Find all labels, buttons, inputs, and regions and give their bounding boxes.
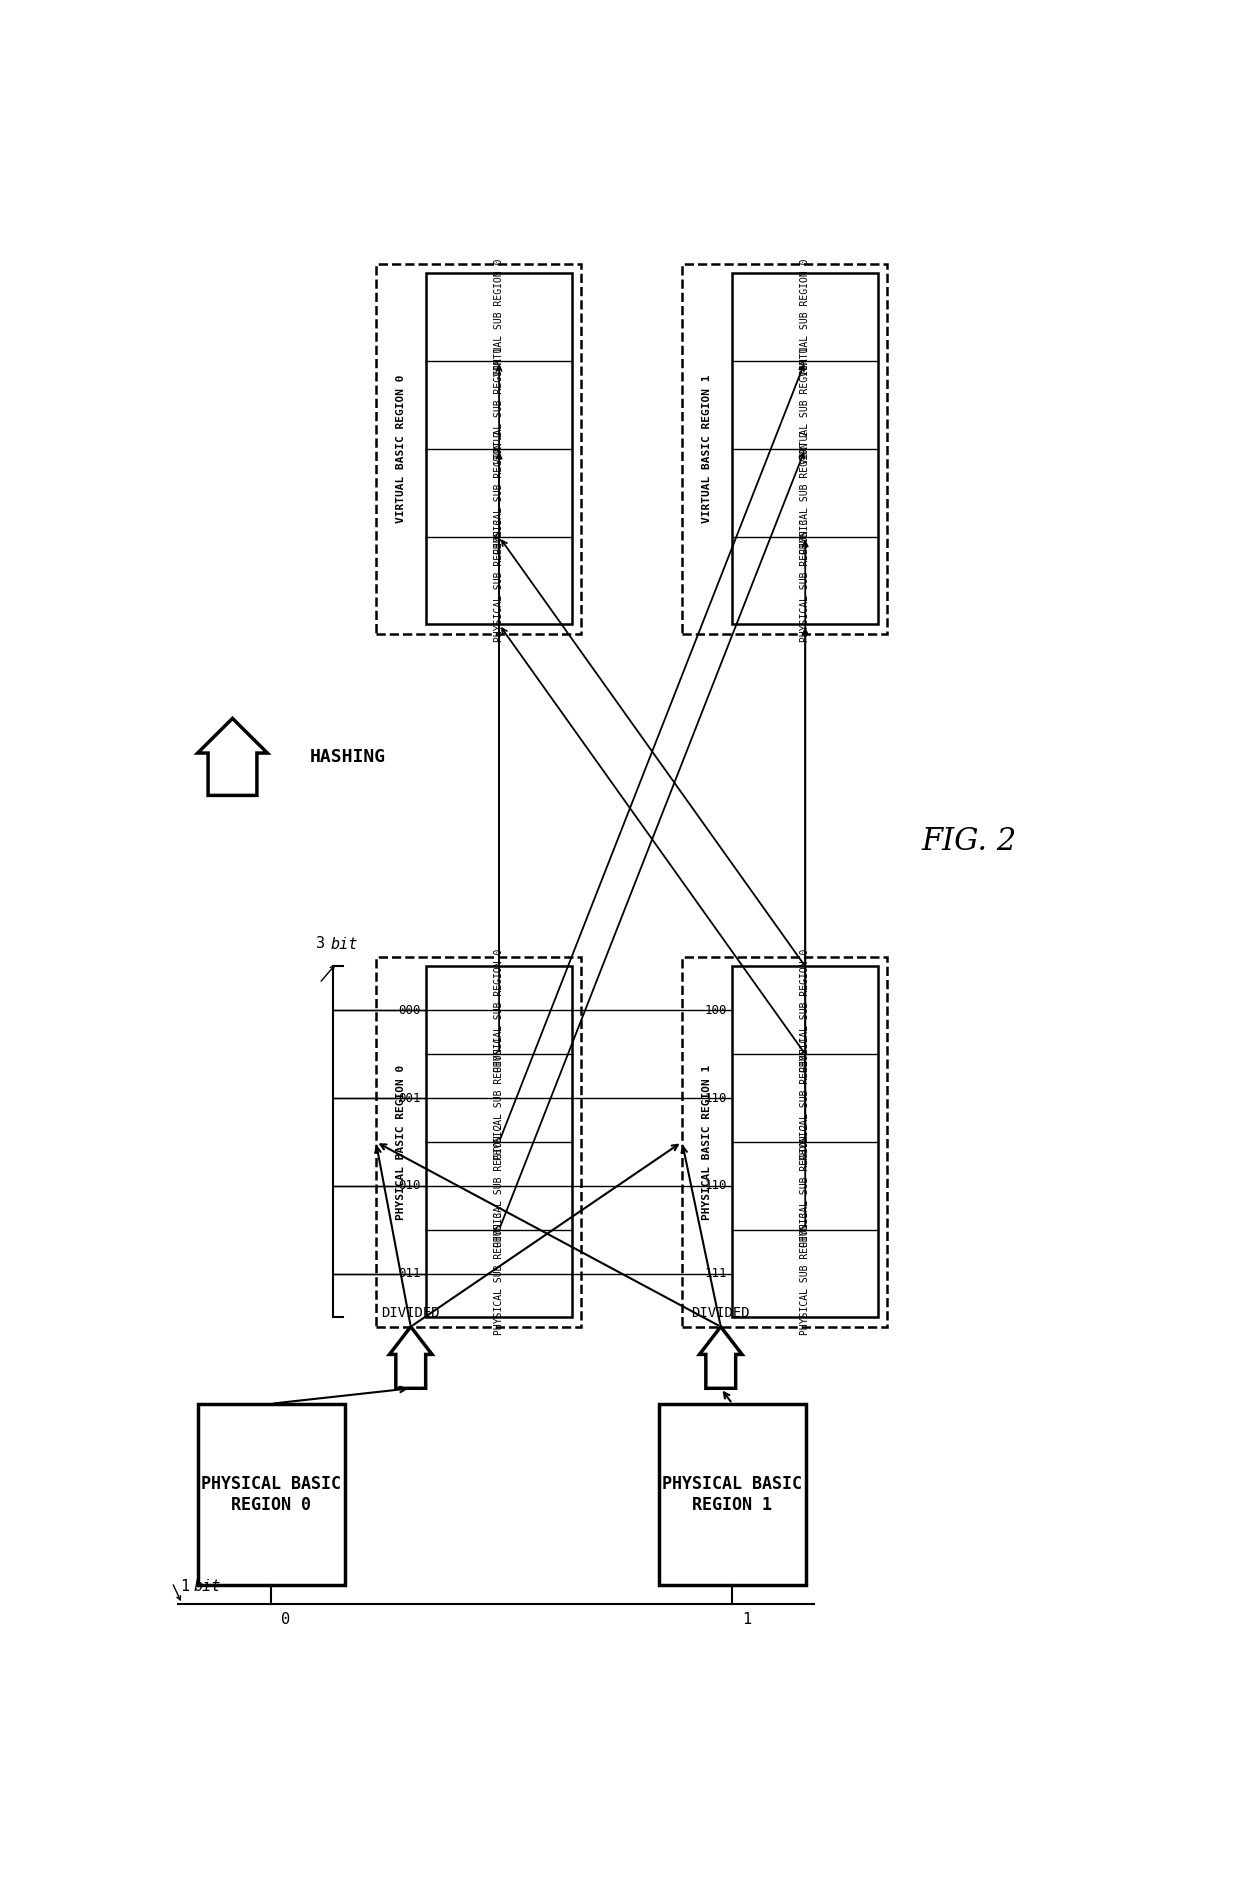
Text: PHYSICAL BASIC REGION 0: PHYSICAL BASIC REGION 0: [396, 1064, 405, 1220]
Text: FIG. 2: FIG. 2: [921, 825, 1017, 857]
Bar: [197, 1404, 345, 1585]
Text: VIRTUAL SUB REGION 1: VIRTUAL SUB REGION 1: [494, 346, 505, 464]
Text: DIVIDED: DIVIDED: [382, 1307, 440, 1320]
Bar: [427, 966, 572, 1318]
Text: VIRTUAL BASIC REGION 0: VIRTUAL BASIC REGION 0: [396, 374, 405, 523]
Text: 110: 110: [704, 1179, 727, 1192]
Bar: [733, 966, 878, 1318]
Bar: [427, 273, 572, 624]
Text: 1: 1: [180, 1579, 188, 1594]
Text: bit: bit: [330, 938, 358, 953]
Text: PHYSICAL SUB REGION 3: PHYSICAL SUB REGION 3: [494, 519, 505, 643]
Text: VIRTUAL BASIC REGION 1: VIRTUAL BASIC REGION 1: [702, 374, 712, 523]
Text: PHYSICAL SUB REGION 2: PHYSICAL SUB REGION 2: [494, 1124, 505, 1248]
Text: PHYSICAL SUB REGION 3: PHYSICAL SUB REGION 3: [800, 519, 810, 643]
Bar: [376, 957, 582, 1327]
Text: 1: 1: [742, 1611, 751, 1626]
Text: VIRTUAL SUB REGION 0: VIRTUAL SUB REGION 0: [800, 258, 810, 376]
Text: 000: 000: [398, 1004, 420, 1017]
Bar: [682, 263, 888, 634]
Text: PHYSICAL SUB REGION 1: PHYSICAL SUB REGION 1: [494, 1036, 505, 1160]
Text: 3: 3: [316, 936, 325, 951]
Text: PHYSICAL SUB REGION 3: PHYSICAL SUB REGION 3: [800, 1213, 810, 1335]
Text: DIVIDED: DIVIDED: [692, 1307, 750, 1320]
Text: HASHING: HASHING: [310, 748, 386, 765]
Text: PHYSICAL SUB REGION 1: PHYSICAL SUB REGION 1: [800, 1036, 810, 1160]
Text: VIRTUAL SUB REGION 1: VIRTUAL SUB REGION 1: [800, 346, 810, 464]
Text: 0: 0: [280, 1611, 290, 1626]
Bar: [658, 1404, 806, 1585]
Text: 001: 001: [398, 1092, 420, 1105]
Text: PHYSICAL SUB REGION 0: PHYSICAL SUB REGION 0: [800, 949, 810, 1072]
Text: bit: bit: [193, 1579, 222, 1594]
Bar: [682, 957, 888, 1327]
Text: 011: 011: [398, 1267, 420, 1280]
Bar: [733, 273, 878, 624]
Text: PHYSICAL SUB REGION 0: PHYSICAL SUB REGION 0: [494, 949, 505, 1072]
Text: 110: 110: [704, 1092, 727, 1105]
Text: 100: 100: [704, 1004, 727, 1017]
Text: PHYSICAL SUB REGION 2: PHYSICAL SUB REGION 2: [800, 431, 810, 555]
Polygon shape: [699, 1327, 742, 1387]
Text: VIRTUAL SUB REGION 0: VIRTUAL SUB REGION 0: [494, 258, 505, 376]
Text: PHYSICAL BASIC
REGION 0: PHYSICAL BASIC REGION 0: [201, 1474, 341, 1513]
Text: PHYSICAL SUB REGION 2: PHYSICAL SUB REGION 2: [800, 1124, 810, 1248]
Text: PHYSICAL SUB REGION 3: PHYSICAL SUB REGION 3: [494, 1213, 505, 1335]
Polygon shape: [197, 718, 268, 795]
Text: PHYSICAL BASIC REGION 1: PHYSICAL BASIC REGION 1: [702, 1064, 712, 1220]
Text: 111: 111: [704, 1267, 727, 1280]
Text: 010: 010: [398, 1179, 420, 1192]
Text: PHYSICAL BASIC
REGION 1: PHYSICAL BASIC REGION 1: [662, 1474, 802, 1513]
Bar: [376, 263, 582, 634]
Polygon shape: [389, 1327, 432, 1387]
Text: PHYSICAL SUB REGION 2: PHYSICAL SUB REGION 2: [494, 431, 505, 555]
